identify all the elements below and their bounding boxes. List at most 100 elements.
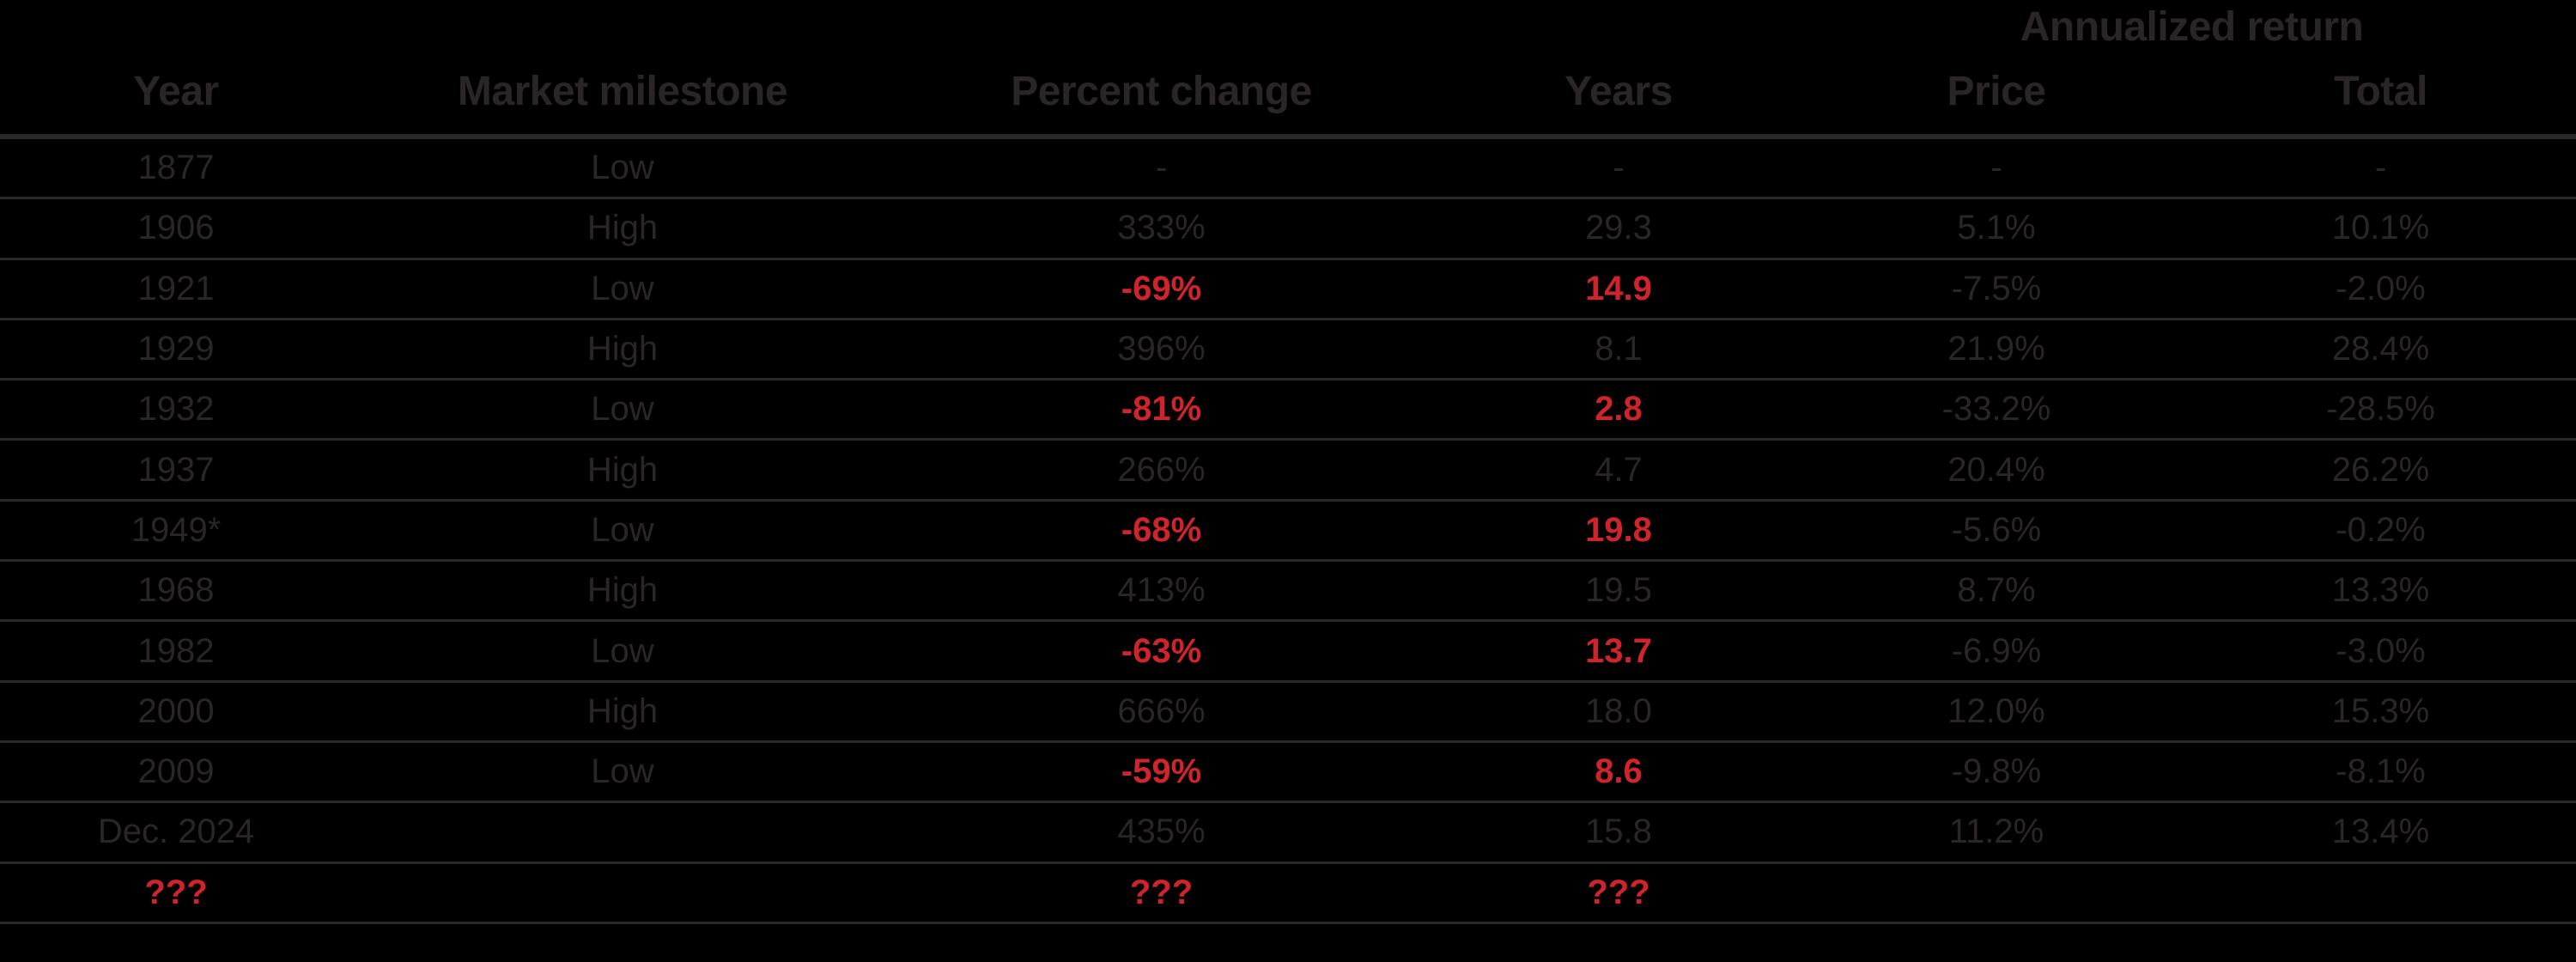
cell-price: 20.4%: [1947, 450, 2045, 489]
cell-milestone: Low: [591, 149, 654, 187]
column-header-year: Year: [133, 69, 219, 114]
cell-year: 1982: [137, 631, 215, 670]
cell-year: 2000: [137, 691, 215, 730]
cell-total: 15.3%: [2331, 691, 2430, 730]
cell-year: ???: [144, 873, 208, 911]
cell-total: [2185, 864, 2576, 922]
column-header-total: Total: [2334, 69, 2427, 114]
cell-years: 2.8: [1595, 390, 1643, 429]
table-row: 2009 Low -59% 8.6 -9.8% -8.1%: [0, 743, 2576, 804]
cell-price: 5.1%: [1957, 209, 2036, 247]
cell-price: -5.6%: [1951, 510, 2042, 549]
cell-milestone: Low: [591, 390, 654, 429]
cell-price: 11.2%: [1948, 813, 2044, 851]
table-row: Dec. 2024 435% 15.8 11.2% 13.4%: [0, 803, 2576, 864]
cell-percent-change: 266%: [1117, 450, 1206, 489]
table-row: 1929 High 396% 8.1 21.9% 28.4%: [0, 320, 2576, 381]
cell-year: 2009: [137, 752, 215, 791]
cell-milestone: Low: [591, 631, 654, 670]
cell-years: 4.7: [1595, 450, 1643, 489]
column-header-row: Year Market milestone Percent change Yea…: [0, 68, 2576, 134]
cell-total: -: [2374, 149, 2387, 187]
cell-total: -8.1%: [2336, 752, 2426, 791]
table-row: 1877 Low - - - -: [0, 139, 2576, 200]
cell-years: 19.5: [1585, 571, 1652, 610]
cell-price: -6.9%: [1951, 631, 2042, 670]
cell-percent-change: -59%: [1121, 752, 1202, 791]
table-header: Annualized return Year Market milestone …: [0, 0, 2576, 139]
cell-total: 10.1%: [2331, 209, 2430, 247]
cell-percent-change: -: [1155, 149, 1168, 187]
cell-milestone: High: [586, 330, 659, 368]
cell-milestone: Low: [591, 269, 654, 307]
cell-percent-change: 413%: [1117, 571, 1206, 610]
cell-percent-change: 666%: [1117, 691, 1206, 730]
cell-price: -33.2%: [1941, 390, 2051, 429]
annualized-return-group-header: Annualized return: [2020, 4, 2364, 50]
cell-price: -: [1990, 149, 2002, 187]
cell-year: 1929: [137, 330, 215, 368]
cell-total: 13.4%: [2331, 813, 2430, 851]
cell-year: 1877: [137, 149, 215, 187]
table-row: 1921 Low -69% 14.9 -7.5% -2.0%: [0, 260, 2576, 320]
cell-years: 13.7: [1585, 631, 1652, 670]
cell-total: -2.0%: [2336, 269, 2426, 307]
cell-years: 29.3: [1585, 209, 1652, 247]
cell-percent-change: -63%: [1121, 631, 1202, 670]
cell-total: 13.3%: [2331, 571, 2430, 610]
cell-milestone: Low: [591, 752, 654, 791]
cell-years: 19.8: [1585, 510, 1652, 549]
cell-total: -3.0%: [2336, 631, 2426, 670]
cell-total: 26.2%: [2331, 450, 2430, 489]
table-row: 1968 High 413% 19.5 8.7% 13.3%: [0, 562, 2576, 623]
cell-year: 1921: [137, 269, 215, 307]
cell-year: Dec. 2024: [97, 813, 255, 851]
table-row: 1937 High 266% 4.7 20.4% 26.2%: [0, 441, 2576, 502]
column-header-price: Price: [1947, 69, 2046, 114]
cell-years: 18.0: [1585, 691, 1652, 730]
cell-milestone: High: [586, 209, 659, 247]
cell-year: 1949*: [131, 510, 222, 549]
cell-total: -0.2%: [2336, 510, 2426, 549]
column-header-years: Years: [1564, 69, 1673, 114]
cell-milestone: High: [586, 571, 659, 610]
cell-years: -: [1613, 149, 1625, 187]
cell-milestone: [352, 864, 893, 922]
cell-percent-change: -81%: [1121, 390, 1202, 429]
table-row: 1949* Low -68% 19.8 -5.6% -0.2%: [0, 502, 2576, 563]
cell-years: 14.9: [1585, 269, 1652, 307]
cell-price: 21.9%: [1947, 330, 2045, 368]
cell-milestone: Low: [591, 510, 654, 549]
column-header-percent-change: Percent change: [1011, 69, 1312, 114]
cell-years: ???: [1587, 873, 1650, 911]
cell-total: -28.5%: [2326, 390, 2435, 429]
cell-percent-change: 333%: [1117, 209, 1206, 247]
cell-total: 28.4%: [2331, 330, 2430, 368]
cell-price: 8.7%: [1957, 571, 2036, 610]
cell-years: 15.8: [1585, 813, 1652, 851]
cell-year: 1968: [137, 571, 215, 610]
column-header-market-milestone: Market milestone: [457, 69, 788, 114]
table-row: 1982 Low -63% 13.7 -6.9% -3.0%: [0, 622, 2576, 683]
cell-years: 8.1: [1595, 330, 1643, 368]
cell-percent-change: 435%: [1117, 813, 1206, 851]
cell-year: 1906: [137, 209, 215, 247]
cell-milestone: [352, 803, 893, 861]
cell-year: 1937: [137, 450, 215, 489]
cell-percent-change: 396%: [1117, 330, 1206, 368]
table-row: ??? ??? ???: [0, 864, 2576, 924]
cell-price: 12.0%: [1947, 691, 2045, 730]
cell-years: 8.6: [1595, 752, 1643, 791]
table-row: 1906 High 333% 29.3 5.1% 10.1%: [0, 199, 2576, 260]
table-row: 1932 Low -81% 2.8 -33.2% -28.5%: [0, 381, 2576, 441]
cell-price: [1807, 864, 2185, 922]
cell-milestone: High: [586, 691, 659, 730]
cell-percent-change: -68%: [1121, 510, 1202, 549]
cell-percent-change: -69%: [1121, 269, 1202, 307]
cell-price: -7.5%: [1951, 269, 2042, 307]
table-body: 1877 Low - - - - 1906 High 333% 29.3 5.1…: [0, 139, 2576, 924]
cell-milestone: High: [586, 450, 659, 489]
cell-year: 1932: [137, 390, 215, 429]
cell-percent-change: ???: [1129, 873, 1194, 911]
